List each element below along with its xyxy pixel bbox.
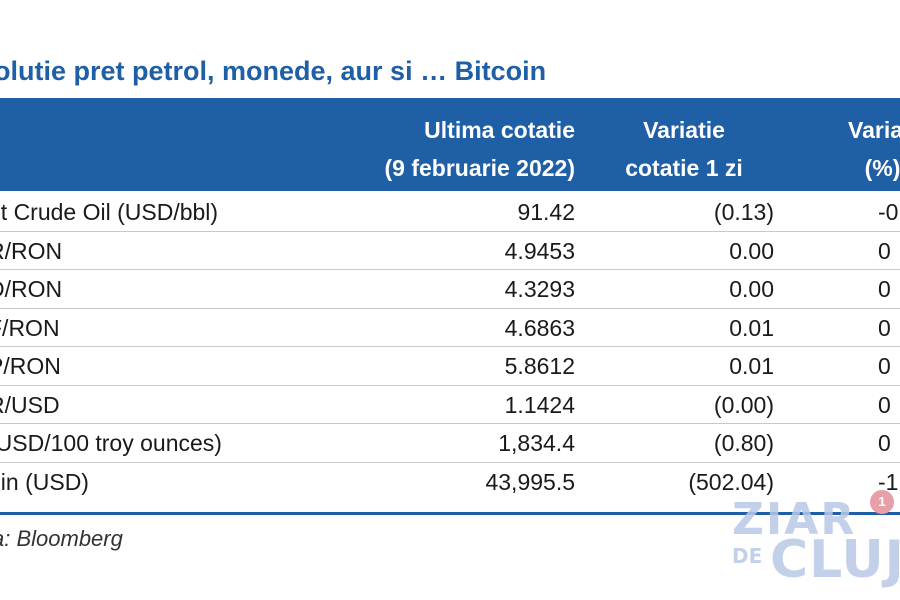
- row-daily-variation: 0.00: [729, 237, 774, 264]
- table-row: F/RON 4.6863 0.01 0: [0, 309, 900, 347]
- header-daily-variation-line2: cotatie 1 zi: [625, 155, 743, 181]
- row-name: P/RON: [0, 353, 61, 379]
- row-percent-variation: 0: [878, 237, 891, 264]
- header-daily-variation-line1: Variatie: [643, 117, 725, 143]
- row-last-quote: 1,834.4: [498, 430, 575, 456]
- row-last-quote: 91.42: [517, 199, 575, 225]
- row-name: R/RON: [0, 237, 63, 264]
- watermark-line2: DE: [732, 544, 763, 568]
- row-percent-variation: -0: [878, 199, 899, 225]
- table-title: olutie pret petrol, monede, aur si … Bit…: [0, 56, 547, 86]
- table-row: (USD/100 troy ounces) 1,834.4 (0.80) 0: [0, 424, 900, 463]
- table-header: Ultima cotatie (9 februarie 2022) Variat…: [0, 101, 900, 191]
- row-daily-variation: (502.04): [688, 468, 774, 495]
- row-last-quote: 4.3293: [504, 276, 575, 302]
- ziar-de-cluj-watermark-logo: ZIAR DE CLUJ: [728, 494, 900, 590]
- top-rule: [0, 98, 900, 101]
- row-percent-variation: 0: [878, 314, 891, 341]
- table-row: oin (USD) 43,995.5 (502.04) -1: [0, 463, 900, 501]
- row-last-quote: 1.1424: [504, 391, 575, 418]
- row-percent-variation: 0: [878, 353, 891, 379]
- row-name: nt Crude Oil (USD/bbl): [0, 199, 219, 225]
- row-name: R/USD: [0, 391, 60, 418]
- row-name: D/RON: [0, 276, 63, 302]
- row-name: (USD/100 troy ounces): [0, 430, 222, 456]
- watermark-line1: ZIAR: [732, 494, 857, 545]
- table-row: nt Crude Oil (USD/bbl) 91.42 (0.13) -0: [0, 193, 900, 232]
- row-daily-variation: (0.80): [713, 430, 774, 456]
- row-percent-variation: 0: [878, 391, 891, 418]
- row-last-quote: 4.9453: [504, 237, 575, 264]
- header-percent-variation-line2: (%): [864, 155, 900, 181]
- row-name: oin (USD): [0, 468, 89, 495]
- row-daily-variation: (0.13): [713, 199, 774, 225]
- header-percent-variation: Varia (%): [848, 111, 900, 187]
- row-daily-variation: 0.00: [729, 276, 774, 302]
- bottom-rule: [0, 512, 900, 515]
- row-percent-variation: 0: [878, 276, 891, 302]
- row-last-quote: 5.8612: [504, 353, 575, 379]
- table-row: P/RON 5.8612 0.01 0: [0, 347, 900, 386]
- table-row: R/RON 4.9453 0.00 0: [0, 232, 900, 270]
- watermark-line3: CLUJ: [770, 530, 900, 590]
- table-body: nt Crude Oil (USD/bbl) 91.42 (0.13) -0 R…: [0, 193, 900, 500]
- header-last-quote: Ultima cotatie (9 februarie 2022): [385, 111, 575, 187]
- row-daily-variation: 0.01: [729, 353, 774, 379]
- row-last-quote: 4.6863: [504, 314, 575, 341]
- header-last-quote-line2: (9 februarie 2022): [384, 155, 575, 181]
- row-last-quote: 43,995.5: [485, 468, 575, 495]
- source-note: a: Bloomberg: [0, 526, 123, 551]
- header-percent-variation-line1: Varia: [848, 117, 900, 143]
- notification-badge: 1: [870, 490, 894, 514]
- row-daily-variation: (0.00): [713, 391, 774, 418]
- table-row: R/USD 1.1424 (0.00) 0: [0, 386, 900, 424]
- row-percent-variation: -1: [878, 468, 899, 495]
- table-row: D/RON 4.3293 0.00 0: [0, 270, 900, 309]
- row-name: F/RON: [0, 314, 60, 341]
- row-percent-variation: 0: [878, 430, 891, 456]
- header-daily-variation: Variatie cotatie 1 zi: [594, 111, 774, 187]
- header-last-quote-line1: Ultima cotatie: [424, 117, 575, 143]
- row-daily-variation: 0.01: [729, 314, 774, 341]
